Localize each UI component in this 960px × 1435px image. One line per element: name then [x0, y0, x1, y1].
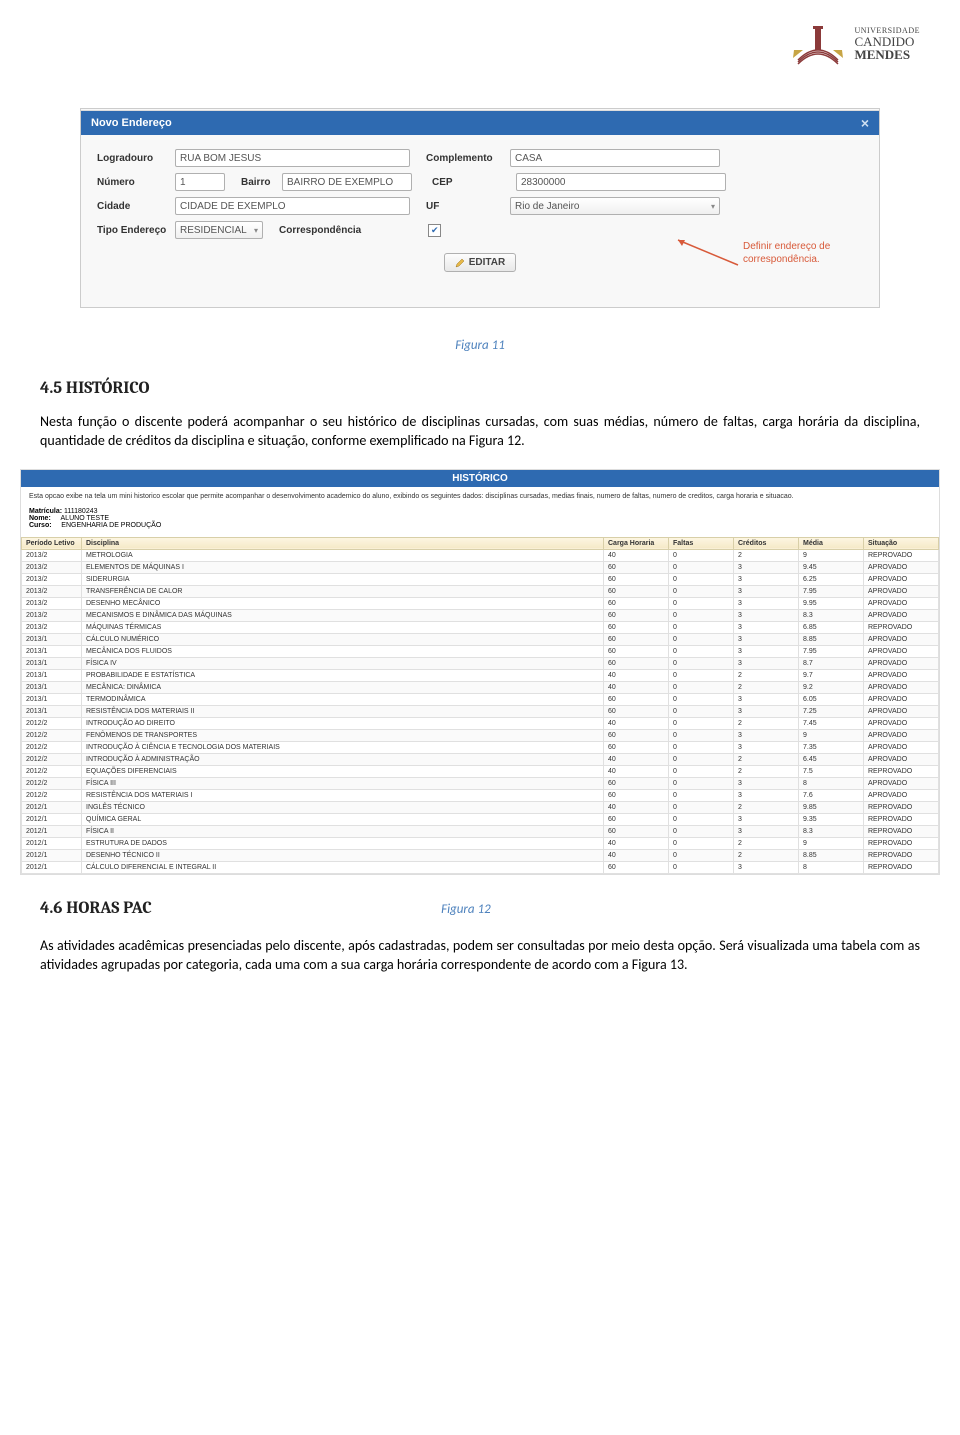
dialog-title: Novo Endereço [91, 117, 172, 129]
table-row: 2013/2METROLOGIA40029REPROVADO [22, 549, 939, 561]
dialog-titlebar: Novo Endereço × [81, 111, 879, 135]
table-row: 2013/2DESENHO MECÂNICO60039.95APROVADO [22, 597, 939, 609]
historico-table: Período LetivoDisciplinaCarga HorariaFal… [21, 537, 939, 874]
figure-11-caption: Figura 11 [40, 338, 920, 353]
table-row: 2013/1CÁLCULO NUMÉRICO60038.85APROVADO [22, 633, 939, 645]
table-row: 2013/2SIDERURGIA60036.25APROVADO [22, 573, 939, 585]
complemento-label: Complemento [426, 153, 504, 164]
table-row: 2012/1ESTRUTURA DE DADOS40029REPROVADO [22, 837, 939, 849]
table-row: 2012/1FÍSICA II60038.3REPROVADO [22, 825, 939, 837]
university-logo: UNIVERSIDADE CANDIDO MENDES [788, 20, 920, 68]
table-row: 2012/2FENÔMENOS DE TRANSPORTES60039APROV… [22, 729, 939, 741]
hist-column-header: Carga Horaria [604, 537, 669, 549]
table-row: 2012/2FÍSICA III60038APROVADO [22, 777, 939, 789]
table-row: 2013/1TERMODINÂMICA60036.05APROVADO [22, 693, 939, 705]
historico-student-meta: Matrícula: 111180243 Nome: ALUNO TESTE C… [21, 506, 939, 537]
table-row: 2012/1INGLÊS TÉCNICO40029.85REPROVADO [22, 801, 939, 813]
hist-column-header: Período Letivo [22, 537, 82, 549]
tipo-endereco-label: Tipo Endereço [97, 225, 169, 236]
section-4-6-paragraph: As atividades acadêmicas presenciadas pe… [40, 936, 920, 975]
uf-label: UF [426, 201, 504, 212]
hist-column-header: Faltas [669, 537, 734, 549]
cep-label: CEP [432, 177, 510, 188]
table-row: 2013/1RESISTÊNCIA DOS MATERIAIS II60037.… [22, 705, 939, 717]
table-row: 2012/2INTRODUÇÃO À CIÊNCIA E TECNOLOGIA … [22, 741, 939, 753]
table-row: 2013/1MECÂNICA DOS FLUIDOS60037.95APROVA… [22, 645, 939, 657]
table-row: 2013/1MECÂNICA: DINÂMICA40029.2APROVADO [22, 681, 939, 693]
table-row: 2013/2MECANISMOS E DINÂMICA DAS MÁQUINAS… [22, 609, 939, 621]
cep-input[interactable] [516, 173, 726, 191]
table-row: 2012/1QUÍMICA GERAL60039.35REPROVADO [22, 813, 939, 825]
table-row: 2012/1DESENHO TÉCNICO II40028.85REPROVAD… [22, 849, 939, 861]
table-row: 2013/2ELEMENTOS DE MÁQUINAS I60039.45APR… [22, 561, 939, 573]
numero-input[interactable] [175, 173, 225, 191]
tipo-endereco-select[interactable]: RESIDENCIAL [175, 221, 263, 239]
figure-12-caption: Figura 12 [152, 902, 780, 917]
section-4-5-heading: 4.5 HISTÓRICO [40, 379, 920, 398]
historico-description: Esta opcao exibe na tela um mini histori… [21, 487, 939, 506]
table-row: 2012/2INTRODUÇÃO AO DIREITO40027.45APROV… [22, 717, 939, 729]
historico-panel: HISTÓRICO Esta opcao exibe na tela um mi… [20, 469, 940, 875]
table-row: 2012/2EQUAÇÕES DIFERENCIAIS40027.5REPROV… [22, 765, 939, 777]
table-row: 2012/1CÁLCULO DIFERENCIAL E INTEGRAL II6… [22, 861, 939, 873]
hist-column-header: Situação [864, 537, 939, 549]
cidade-input[interactable] [175, 197, 410, 215]
uf-select[interactable]: Rio de Janeiro [510, 197, 720, 215]
numero-label: Número [97, 177, 169, 188]
address-dialog: Novo Endereço × Logradouro Complemento N… [80, 108, 880, 308]
table-row: 2012/2INTRODUÇÃO À ADMINISTRAÇÃO40026.45… [22, 753, 939, 765]
table-row: 2012/2RESISTÊNCIA DOS MATERIAIS I60037.6… [22, 789, 939, 801]
logradouro-label: Logradouro [97, 153, 169, 164]
bairro-label: Bairro [241, 177, 276, 188]
hist-column-header: Disciplina [82, 537, 604, 549]
correspondencia-label: Correspondência [279, 225, 361, 236]
page-header: UNIVERSIDADE CANDIDO MENDES [40, 20, 920, 68]
logo-crest-icon [788, 20, 848, 68]
correspondencia-checkbox[interactable]: ✔ [428, 224, 441, 237]
close-icon[interactable]: × [861, 115, 869, 131]
table-row: 2013/2MÁQUINAS TÉRMICAS60036.85REPROVADO [22, 621, 939, 633]
logo-text-bot: MENDES [854, 48, 920, 61]
section-4-6-heading: 4.6 HORAS PAC [40, 899, 152, 918]
editar-button[interactable]: EDITAR [444, 253, 516, 272]
table-row: 2013/1PROBABILIDADE E ESTATÍSTICA40029.7… [22, 669, 939, 681]
section-4-5-paragraph: Nesta função o discente poderá acompanha… [40, 412, 920, 451]
historico-panel-title: HISTÓRICO [21, 470, 939, 487]
hist-column-header: Créditos [734, 537, 799, 549]
logradouro-input[interactable] [175, 149, 410, 167]
bairro-input[interactable] [282, 173, 412, 191]
complemento-input[interactable] [510, 149, 720, 167]
cidade-label: Cidade [97, 201, 169, 212]
table-row: 2013/2TRANSFERÊNCIA DE CALOR60037.95APRO… [22, 585, 939, 597]
callout-arrow-icon [673, 235, 743, 271]
table-row: 2013/1FÍSICA IV60038.7APROVADO [22, 657, 939, 669]
hist-column-header: Média [799, 537, 864, 549]
callout-text: Definir endereço de correspondência. [743, 240, 853, 266]
pencil-icon [455, 258, 465, 268]
